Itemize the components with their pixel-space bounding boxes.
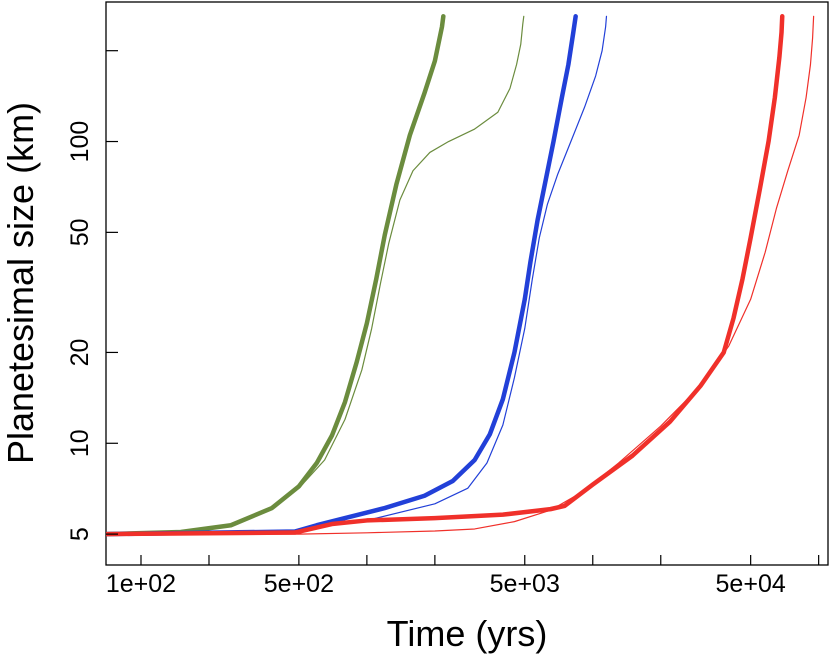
- y-axis: 5 10 20 50 100: [66, 50, 118, 541]
- x-tick-label: 5e+04: [716, 570, 786, 598]
- y-tick-label: 20: [66, 339, 94, 367]
- series-line-5: [106, 14, 785, 537]
- x-axis: 1e+02 5e+02 5e+03 5e+04: [106, 555, 820, 598]
- y-tick-label: 5: [66, 527, 94, 541]
- series-line-2: [106, 15, 525, 535]
- y-tick-label: 50: [66, 218, 94, 246]
- series-line-6: [106, 15, 815, 535]
- y-axis-title: Planetesimal size (km): [0, 102, 41, 464]
- plot-frame: [105, 1, 829, 566]
- series-line-4: [106, 15, 608, 535]
- x-axis-title: Time (yrs): [387, 613, 548, 654]
- x-tick-label: 5e+03: [490, 570, 560, 598]
- x-tick-label: 5e+02: [264, 570, 334, 598]
- y-tick-label: 10: [66, 429, 94, 457]
- y-tick-label: 100: [66, 121, 94, 163]
- series-line-3: [106, 14, 578, 537]
- series-line-1: [106, 14, 446, 537]
- x-tick-label: 1e+02: [106, 570, 176, 598]
- series-layer: [106, 14, 815, 537]
